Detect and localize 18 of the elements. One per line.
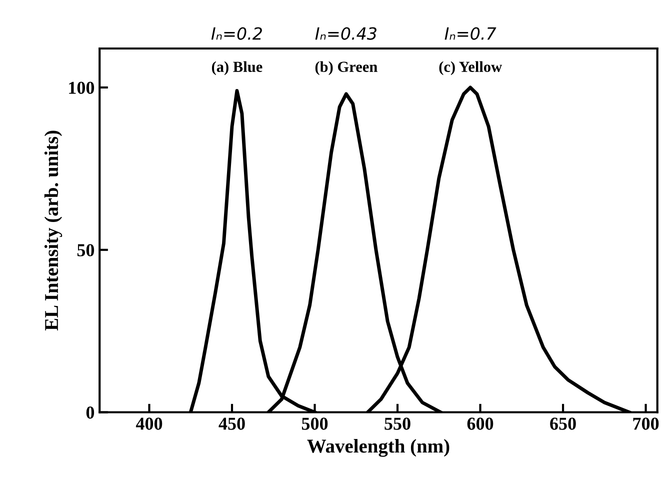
y-tick-label: 0	[86, 406, 94, 419]
y-axis-title: EL Intensity (arb. units)	[44, 130, 62, 331]
text: Iₙ=0.43	[315, 27, 376, 40]
text: Iₙ=0.7	[444, 27, 496, 40]
y-tick-label: 100	[69, 82, 94, 94]
x-tick-label: 600	[467, 418, 494, 430]
x-tick-label: 700	[633, 418, 659, 430]
x-tick-label: 550	[384, 418, 410, 430]
series-label: (a) Blue	[212, 61, 262, 76]
series-label: (c) Yellow	[439, 61, 502, 76]
x-tick-label: 400	[136, 418, 162, 430]
x-tick-label: 500	[302, 418, 328, 430]
x-tick-label: 450	[218, 418, 245, 430]
x-tick-label: 650	[550, 418, 576, 430]
x-axis-title: Wavelength (nm)	[307, 439, 450, 457]
y-tick-label: 50	[77, 244, 94, 256]
text: Iₙ=0.2	[211, 27, 262, 40]
series-label: (b) Green	[315, 61, 378, 76]
